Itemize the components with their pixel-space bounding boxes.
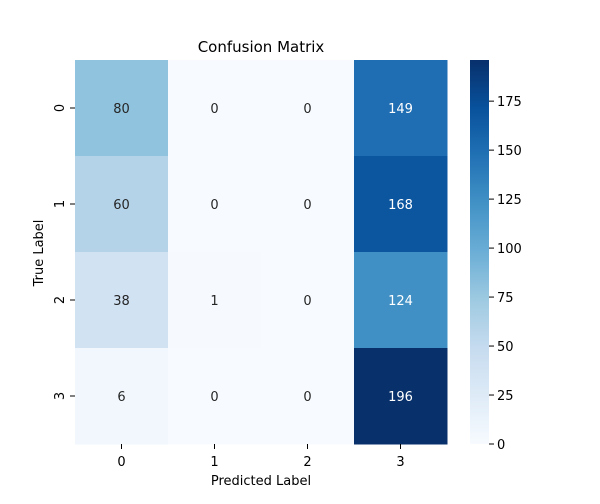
heatmap-cell (354, 60, 448, 157)
y-axis-ticks: 0 1 2 3 (53, 104, 75, 400)
heatmap-cell (75, 252, 169, 349)
x-tick-label: 2 (303, 455, 311, 470)
heatmap-cell (261, 348, 355, 445)
colorbar-tick-label: 50 (497, 340, 514, 355)
x-tick-label: 1 (210, 455, 218, 470)
colorbar-tick-label: 75 (497, 291, 514, 306)
x-tick-label: 3 (396, 455, 404, 470)
cell-value-label: 38 (113, 294, 130, 309)
y-tick-label: 3 (53, 392, 68, 400)
chart-title: Confusion Matrix (198, 38, 325, 56)
x-axis-ticks: 0 1 2 3 (117, 444, 405, 470)
heatmap-cell (354, 348, 448, 445)
heatmap-cell (168, 252, 262, 349)
cell-value-label: 0 (210, 198, 218, 213)
cell-value-label: 6 (117, 390, 125, 405)
heatmap-cell (261, 252, 355, 349)
cell-value-label: 124 (388, 294, 413, 309)
cell-value-label: 0 (303, 390, 311, 405)
heatmap-cell (168, 156, 262, 253)
cell-value-label: 196 (388, 390, 413, 405)
cell-value-label: 0 (303, 198, 311, 213)
colorbar-tick-label: 25 (497, 389, 514, 404)
colorbar-tick-label: 150 (497, 144, 522, 159)
cell-value-label: 0 (210, 390, 218, 405)
cell-value-label: 168 (388, 198, 413, 213)
colorbar-tick-label: 125 (497, 193, 522, 208)
colorbar-tick-label: 175 (497, 95, 522, 110)
cell-value-label: 0 (303, 102, 311, 117)
cell-value-label: 0 (210, 102, 218, 117)
heatmap-cell (75, 60, 169, 157)
cell-value-label: 0 (303, 294, 311, 309)
heatmap-cell (168, 348, 262, 445)
heatmap-cell (75, 348, 169, 445)
heatmap-cells (75, 60, 448, 445)
y-tick-label: 2 (53, 296, 68, 304)
heatmap-cell (261, 60, 355, 157)
x-tick-label: 0 (117, 455, 125, 470)
heatmap-cell (168, 60, 262, 157)
cell-value-label: 60 (113, 198, 130, 213)
x-axis-label: Predicted Label (211, 474, 311, 489)
heatmap-cell (354, 252, 448, 349)
colorbar-tick-label: 0 (497, 438, 505, 453)
cell-value-label: 1 (210, 294, 218, 309)
cell-value-label: 80 (113, 102, 130, 117)
colorbar-tick-label: 100 (497, 242, 522, 257)
y-tick-label: 1 (53, 200, 68, 208)
y-tick-label: 0 (53, 104, 68, 112)
cell-value-label: 149 (388, 102, 413, 117)
colorbar (470, 60, 489, 444)
y-axis-label: True Label (32, 220, 47, 288)
heatmap-cell (354, 156, 448, 253)
heatmap-cell (261, 156, 355, 253)
colorbar-ticks: 0 25 50 75 100 125 150 175 (489, 95, 522, 453)
heatmap-cell (75, 156, 169, 253)
